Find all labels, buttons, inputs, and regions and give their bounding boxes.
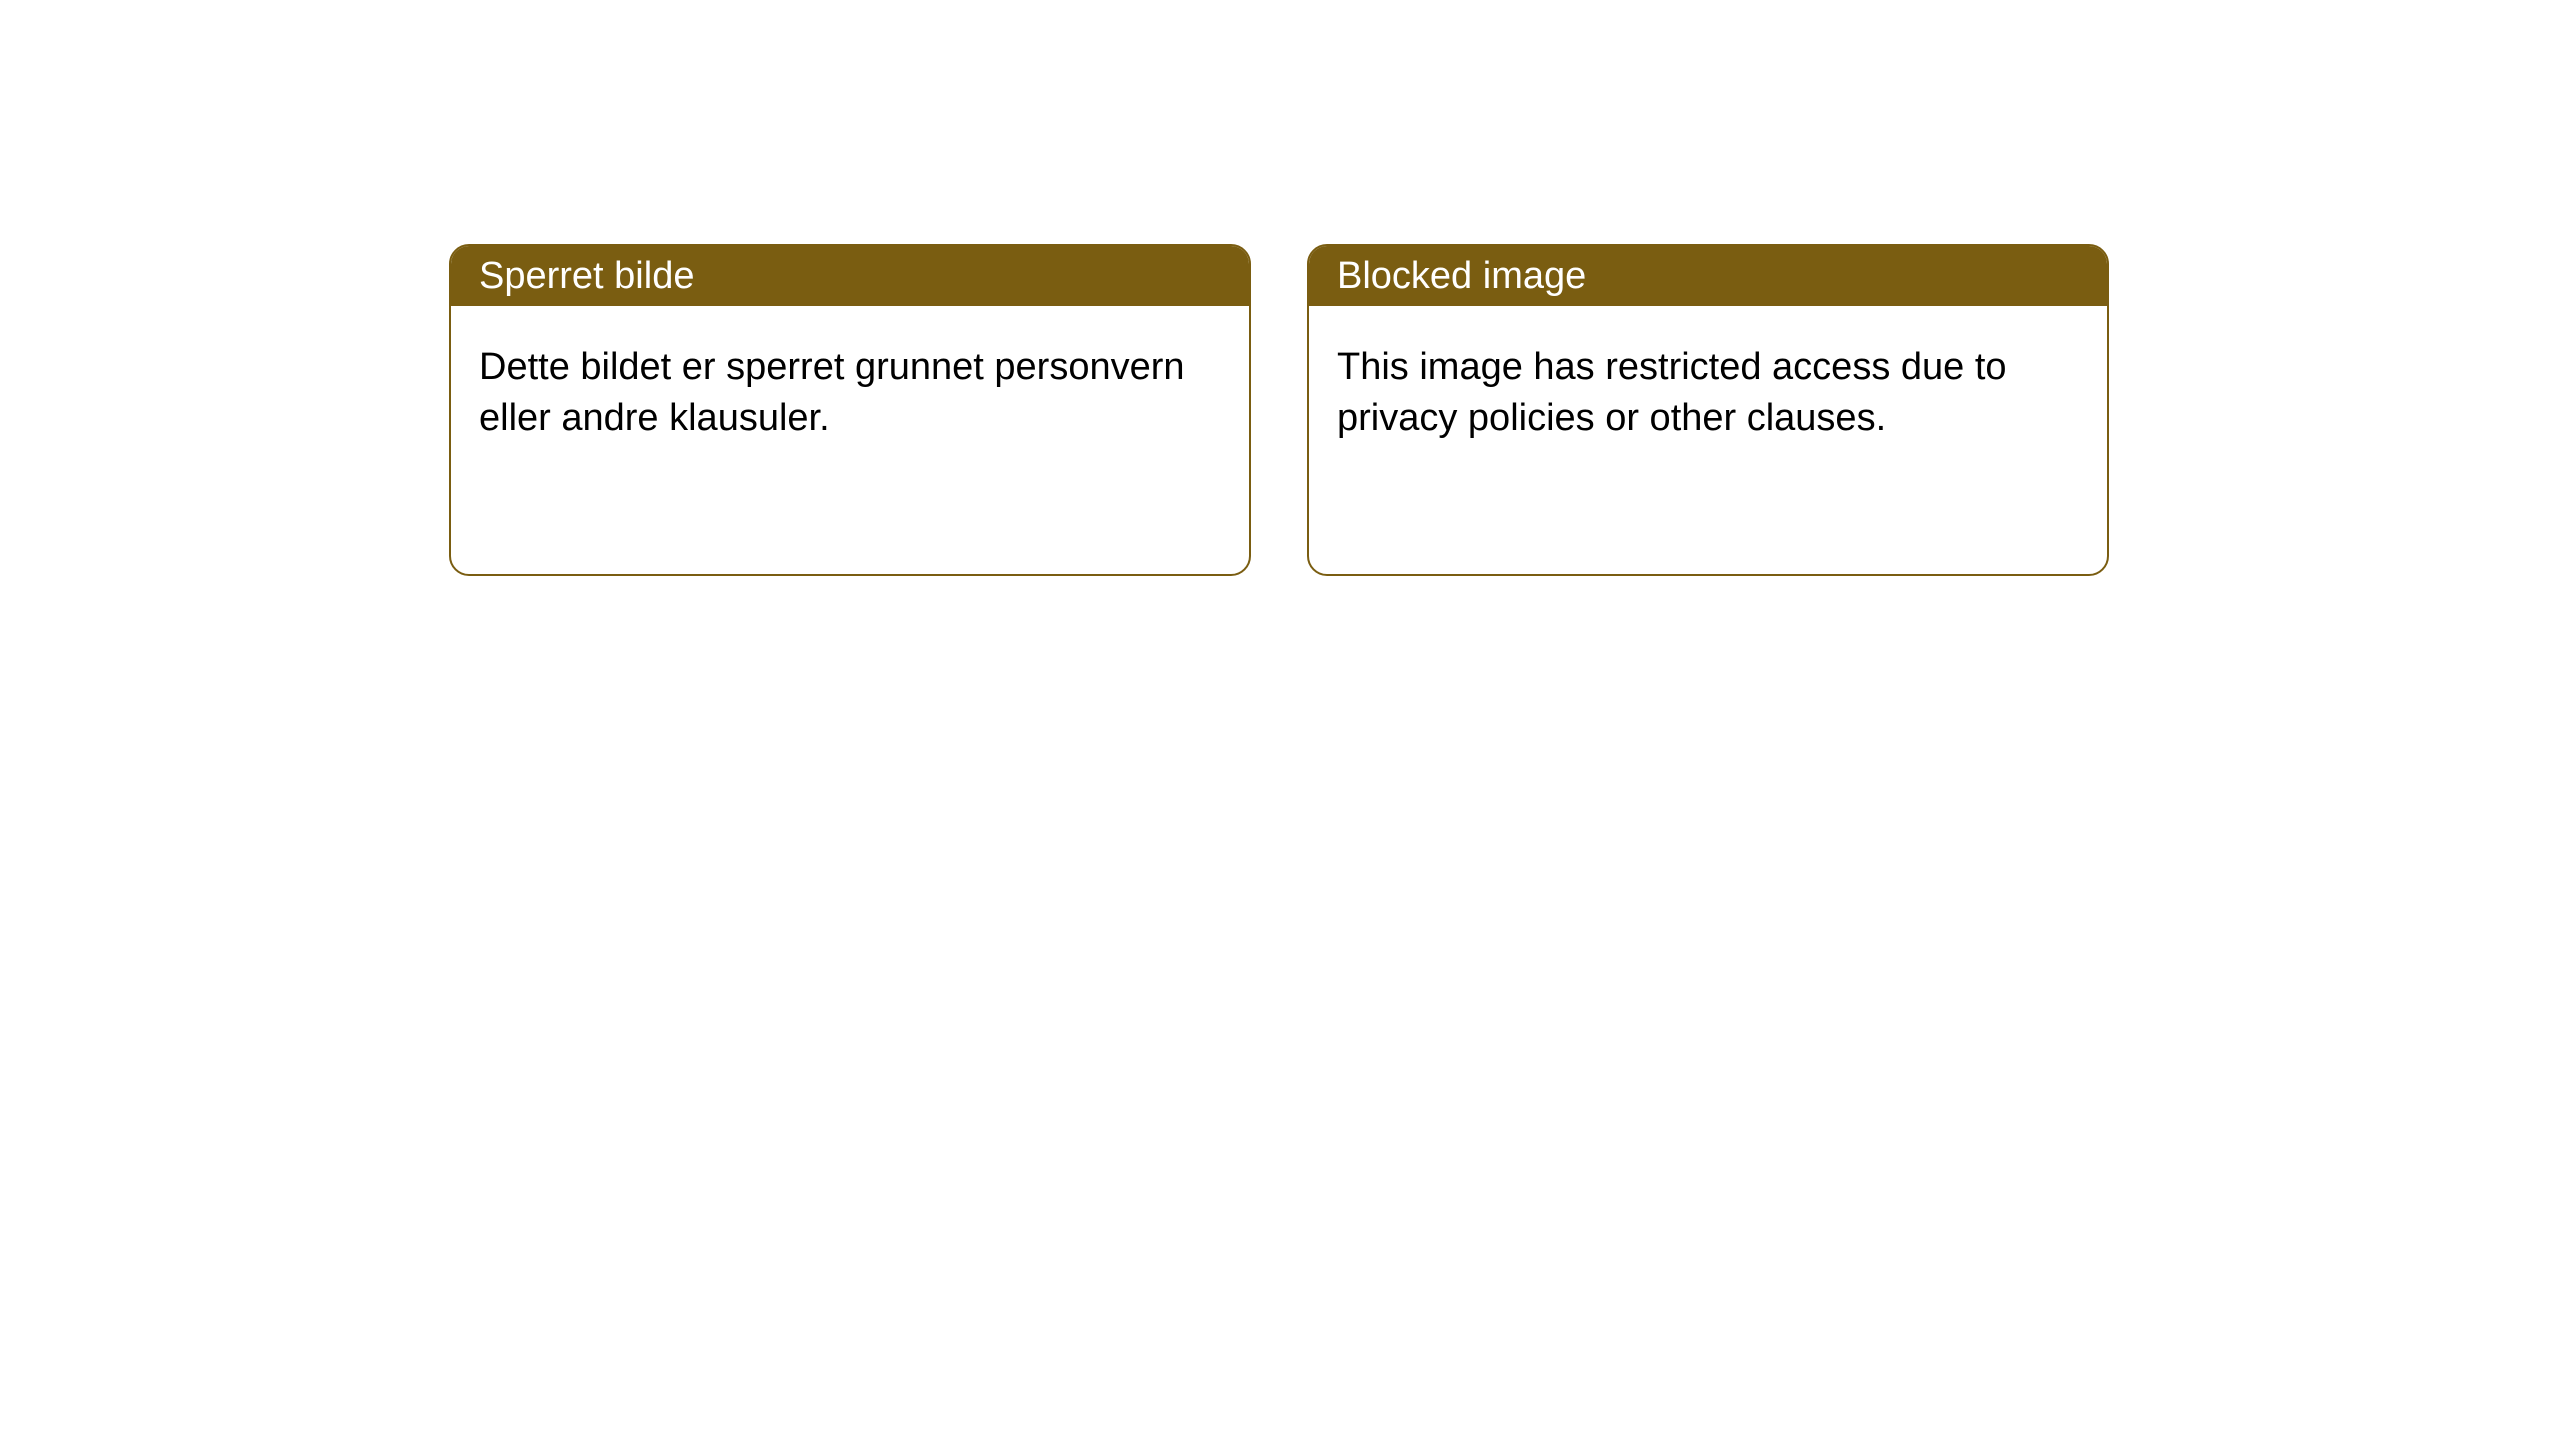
card-body-text: Dette bildet er sperret grunnet personve… — [479, 346, 1185, 439]
card-body-text: This image has restricted access due to … — [1337, 346, 2007, 439]
notice-container: Sperret bilde Dette bildet er sperret gr… — [0, 0, 2560, 576]
notice-card-english: Blocked image This image has restricted … — [1307, 244, 2109, 576]
card-body: Dette bildet er sperret grunnet personve… — [451, 306, 1249, 481]
card-title: Blocked image — [1337, 255, 1586, 298]
card-header: Blocked image — [1309, 246, 2107, 306]
card-header: Sperret bilde — [451, 246, 1249, 306]
card-body: This image has restricted access due to … — [1309, 306, 2107, 481]
notice-card-norwegian: Sperret bilde Dette bildet er sperret gr… — [449, 244, 1251, 576]
card-title: Sperret bilde — [479, 255, 694, 298]
